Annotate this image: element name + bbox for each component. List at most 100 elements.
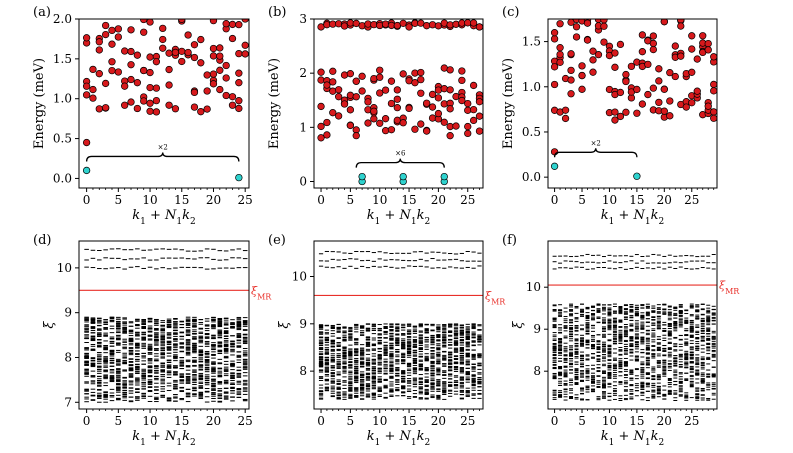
excited-state-point	[358, 87, 366, 95]
x-tick-label: 0	[551, 193, 559, 207]
excited-state-point	[190, 103, 199, 111]
excited-state-point	[704, 102, 712, 110]
x-tick-label: 10	[602, 193, 617, 207]
x-tick-label: 0	[317, 414, 325, 428]
excited-state-point	[82, 138, 91, 147]
excited-state-point	[458, 67, 466, 75]
excited-state-point	[649, 84, 658, 92]
excited-state-point	[133, 51, 142, 59]
excited-state-point	[475, 98, 483, 106]
excited-state-point	[152, 108, 161, 116]
excited-state-point	[693, 55, 701, 63]
excited-state-point	[423, 127, 431, 135]
excited-state-point	[710, 87, 717, 95]
y-tick-label: 0.0	[522, 170, 541, 184]
excited-state-point	[550, 35, 559, 43]
excited-state-point	[178, 47, 186, 56]
excited-state-point	[561, 106, 570, 114]
excited-state-point	[556, 58, 564, 67]
excited-state-point	[140, 19, 148, 24]
excited-state-point	[710, 108, 717, 116]
excited-state-point	[655, 77, 663, 85]
y-tick-label: 0	[299, 175, 307, 189]
x-axis-label: k1 + N1k2	[132, 429, 196, 448]
excited-state-point	[649, 39, 658, 48]
excited-state-point	[334, 112, 343, 120]
excited-state-point	[633, 109, 641, 117]
excited-state-point	[152, 58, 161, 66]
excited-state-point	[660, 19, 668, 26]
excited-state-point	[152, 84, 161, 92]
excited-state-point	[95, 70, 103, 78]
x-tick-label: 0	[317, 193, 325, 207]
excited-state-point	[197, 35, 205, 44]
excited-state-point	[688, 45, 696, 53]
excited-state-point	[600, 22, 608, 30]
y-tick-label: 8	[299, 364, 307, 378]
excited-state-point	[222, 61, 230, 70]
excited-state-point	[235, 104, 243, 113]
x-tick-label: 10	[372, 193, 387, 207]
excited-state-point	[317, 102, 325, 111]
excited-state-point	[434, 109, 443, 118]
excited-state-point	[209, 52, 218, 60]
x-tick-label: 20	[206, 414, 221, 428]
ground-state-point	[550, 162, 559, 170]
excited-state-point	[190, 41, 199, 49]
excited-state-point	[671, 72, 679, 81]
excited-state-point	[222, 91, 230, 100]
excited-state-point	[567, 50, 575, 58]
excited-state-point	[644, 90, 652, 99]
ground-state-point	[399, 172, 407, 181]
excited-state-point	[682, 103, 690, 111]
excited-state-point	[140, 28, 148, 36]
excited-state-point	[323, 118, 331, 127]
excited-state-point	[655, 98, 663, 107]
excited-state-point	[611, 108, 619, 116]
excited-state-point	[469, 105, 478, 114]
axes-frame	[78, 240, 250, 410]
excited-state-point	[159, 35, 167, 44]
excited-state-point	[222, 74, 230, 82]
excited-state-point	[197, 108, 205, 116]
excited-state-point	[127, 98, 135, 106]
excited-state-point	[114, 25, 122, 33]
x-tick-label: 25	[238, 193, 253, 207]
excited-state-point	[222, 20, 230, 28]
excited-state-point	[561, 114, 570, 123]
panel-label: (c)	[502, 5, 519, 20]
excited-state-point	[638, 31, 647, 39]
excited-state-point	[567, 66, 575, 75]
excited-state-point	[616, 88, 625, 97]
x-tick-label: 10	[372, 414, 387, 428]
excited-state-point	[329, 109, 337, 117]
excited-state-point	[323, 81, 331, 89]
excited-state-point	[417, 120, 425, 128]
excited-state-point	[578, 62, 586, 70]
excited-state-point	[370, 20, 378, 29]
excited-state-point	[358, 72, 366, 80]
y-tick-label: 0.5	[53, 132, 72, 146]
excited-state-point	[583, 36, 592, 44]
excited-state-point	[417, 89, 425, 97]
excited-state-point	[688, 99, 696, 107]
excited-state-point	[446, 66, 454, 74]
y-tick-label: 2.0	[53, 12, 72, 26]
y-tick-label: 8	[64, 350, 72, 364]
excited-state-point	[464, 99, 472, 108]
excited-state-point	[578, 85, 586, 93]
excited-state-point	[428, 103, 437, 111]
excited-state-point	[475, 127, 483, 135]
excited-state-point	[317, 68, 325, 76]
excited-state-point	[171, 105, 180, 113]
excited-state-point	[101, 104, 110, 112]
x-tick-label: 5	[347, 193, 355, 207]
y-tick-label: 1.5	[53, 52, 72, 66]
axes-frame	[547, 18, 718, 189]
excited-state-point	[82, 82, 91, 90]
excited-state-point	[376, 66, 384, 74]
excited-state-point	[556, 20, 564, 28]
excited-state-point	[165, 65, 173, 74]
panel-label: (d)	[33, 233, 51, 248]
excited-state-point	[235, 97, 243, 105]
